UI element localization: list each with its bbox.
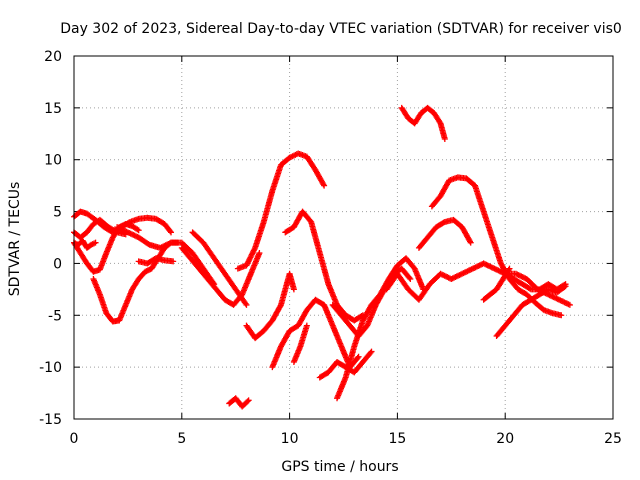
series-arc-21 bbox=[428, 174, 565, 319]
x-tick-label: 10 bbox=[281, 431, 299, 447]
data-point bbox=[441, 135, 448, 142]
x-tick-label: 5 bbox=[177, 431, 186, 447]
data-point bbox=[92, 239, 99, 246]
chart-title: Day 302 of 2023, Sidereal Day-to-day VTE… bbox=[60, 21, 622, 37]
data-point bbox=[406, 274, 413, 281]
x-tick-label: 15 bbox=[388, 431, 406, 447]
data-point bbox=[277, 303, 284, 310]
series-arc-2 bbox=[71, 221, 142, 275]
x-axis-label: GPS time / hours bbox=[281, 459, 398, 475]
y-axis-label: SDTVAR / TECUs bbox=[7, 182, 23, 297]
data-point bbox=[354, 354, 361, 361]
y-tick-label: 15 bbox=[44, 101, 62, 117]
series-arc-22 bbox=[415, 216, 474, 251]
series-arc-24 bbox=[493, 283, 569, 340]
y-tick-label: 20 bbox=[44, 49, 62, 65]
x-tick-label: 0 bbox=[70, 431, 79, 447]
x-tick-label: 20 bbox=[496, 431, 514, 447]
plot-frame bbox=[73, 55, 614, 420]
series-arc-20 bbox=[398, 104, 448, 142]
data-point bbox=[245, 397, 252, 404]
series-arc-6 bbox=[114, 224, 218, 288]
data-point bbox=[167, 228, 174, 235]
data-point bbox=[303, 322, 310, 329]
data-point bbox=[368, 348, 375, 355]
data-marks bbox=[71, 104, 573, 410]
y-tick-label: -15 bbox=[39, 412, 62, 428]
data-point bbox=[562, 281, 569, 288]
data-point bbox=[320, 181, 327, 188]
data-point bbox=[355, 353, 362, 360]
data-point bbox=[436, 119, 443, 126]
series-arc-25 bbox=[502, 270, 569, 293]
y-tick-label: 0 bbox=[53, 256, 62, 272]
series-arc-10 bbox=[226, 395, 252, 410]
data-point bbox=[561, 281, 568, 288]
series-arc-4 bbox=[71, 237, 99, 251]
series-arc-18 bbox=[329, 265, 414, 340]
data-point bbox=[467, 239, 474, 246]
y-tick-label: 5 bbox=[53, 205, 62, 221]
data-point bbox=[112, 228, 119, 235]
data-point bbox=[244, 398, 251, 405]
data-point bbox=[134, 226, 141, 233]
y-tick-label: -5 bbox=[48, 308, 62, 324]
grid bbox=[74, 56, 613, 419]
data-point bbox=[505, 266, 512, 273]
data-point bbox=[256, 250, 263, 257]
data-point bbox=[506, 265, 513, 272]
data-point bbox=[170, 258, 177, 265]
series-arc-17 bbox=[334, 255, 427, 402]
data-point bbox=[242, 300, 249, 307]
data-point bbox=[135, 227, 142, 234]
tick-labels: 0 5 10 15 20 25 -15 -10 -5 0 5 10 15 20 bbox=[39, 49, 622, 447]
data-point bbox=[526, 285, 533, 292]
data-point bbox=[558, 312, 565, 319]
series-arc-16 bbox=[316, 348, 375, 381]
series-arc-11 bbox=[234, 150, 328, 272]
series-arc-19 bbox=[383, 260, 573, 308]
data-point bbox=[566, 301, 573, 308]
series-arc-15 bbox=[290, 322, 310, 365]
series-arc-9 bbox=[189, 229, 250, 308]
x-tick-label: 25 bbox=[604, 431, 622, 447]
series-arc-12 bbox=[243, 270, 297, 342]
data-point bbox=[367, 349, 374, 356]
data-point bbox=[290, 286, 297, 293]
data-point bbox=[321, 182, 328, 189]
series-arc-7 bbox=[135, 255, 177, 267]
data-point bbox=[466, 238, 473, 245]
y-tick-label: 10 bbox=[44, 153, 62, 169]
data-point bbox=[243, 301, 250, 308]
data-point bbox=[168, 229, 175, 236]
series-arc-8 bbox=[178, 244, 263, 308]
y-tick-label: -10 bbox=[39, 360, 62, 376]
data-point bbox=[407, 275, 414, 282]
series-arc-3 bbox=[71, 216, 129, 241]
data-point bbox=[440, 219, 447, 226]
